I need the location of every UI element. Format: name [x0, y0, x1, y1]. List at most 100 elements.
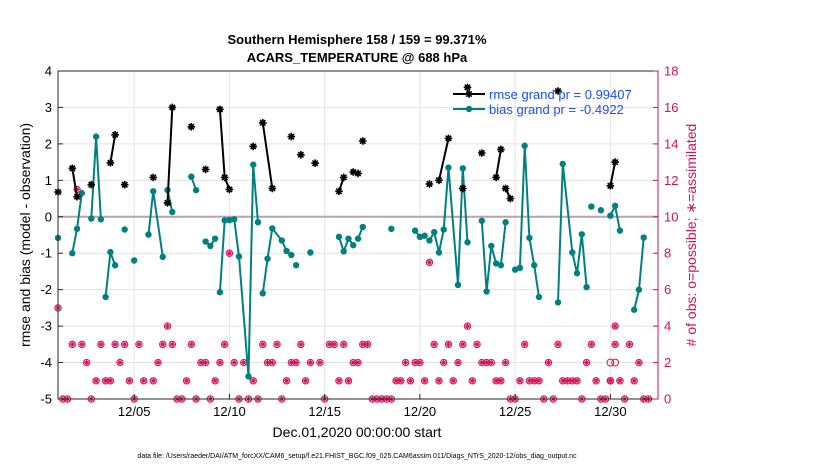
obs-assimilated-star: [593, 378, 599, 384]
bias-line-segment: [557, 163, 588, 303]
obs-assimilated-star: [203, 360, 209, 366]
obs-assimilated-star: [241, 360, 247, 366]
y2-tick-label: 4: [664, 319, 671, 334]
obs-assimilated-star: [126, 378, 132, 384]
bias-point: [78, 189, 86, 197]
rmse-point-star: [497, 145, 505, 154]
obs-assimilated-marker: [225, 249, 234, 257]
obs-assimilated-marker: [459, 340, 467, 349]
bias-point: [440, 226, 447, 233]
rmse-line-segment: [71, 168, 78, 197]
obs-assimilated-star: [303, 378, 309, 384]
obs-assimilated-star: [74, 186, 80, 192]
obs-assimilated-star: [464, 323, 471, 329]
bias-line-segment: [147, 191, 164, 258]
rmse-point-star: [225, 185, 234, 194]
obs-assimilated-star: [274, 341, 280, 347]
bias-point: [578, 231, 586, 238]
obs-assimilated-star: [331, 341, 337, 347]
obs-assimilated-marker: [444, 340, 453, 349]
obs-assimilated-marker: [630, 377, 638, 385]
obs-assimilated-marker: [440, 358, 448, 367]
bias-point: [569, 249, 576, 256]
obs-assimilated-star: [217, 360, 223, 366]
obs-assimilated-star: [84, 360, 90, 366]
obs-assimilated-marker: [497, 377, 505, 385]
obs-assimilated-star: [569, 378, 575, 384]
obs-assimilated-star: [288, 360, 294, 366]
obs-assimilated-marker: [616, 377, 624, 385]
bias-point: [92, 133, 100, 140]
obs-assimilated-star: [141, 378, 147, 384]
axes: [57, 70, 659, 400]
obs-assimilated-marker: [535, 377, 543, 385]
obs-assimilated-marker: [520, 340, 529, 349]
obs-assimilated-star: [250, 378, 256, 384]
bias-point: [288, 251, 295, 259]
obs-assimilated-star: [450, 378, 456, 384]
obs-assimilated-star: [493, 378, 499, 384]
obs-assimilated-star: [431, 341, 437, 347]
obs-assimilated-star: [160, 341, 166, 347]
obs-assimilated-marker: [501, 358, 510, 367]
y-axis-label: rmse and bias (model - observation): [17, 123, 33, 347]
obs-assimilated-star: [455, 360, 461, 366]
bias-point: [588, 203, 595, 210]
chart-title: Southern Hemisphere 158 / 159 = 99.371%: [227, 32, 486, 47]
rmse-point-star: [506, 194, 515, 203]
obs-assimilated-marker: [268, 358, 276, 367]
bias-point: [69, 250, 76, 257]
obs-assimilated-marker: [406, 377, 415, 385]
obs-assimilated-marker: [149, 377, 157, 385]
obs-assimilated-star: [607, 378, 613, 384]
x-tick-label: 12/15: [308, 404, 341, 419]
obs-assimilated-star: [441, 360, 447, 366]
rmse-point-star: [339, 173, 348, 182]
rmse-point-star: [554, 87, 562, 95]
bias-point: [207, 242, 214, 250]
rmse-point-star: [259, 119, 267, 127]
bias-point: [502, 219, 509, 226]
obs-assimilated-marker: [592, 377, 600, 385]
y-tick-label: 1: [45, 173, 52, 188]
obs-assimilated-star: [555, 341, 561, 347]
obs-assimilated-marker: [230, 358, 238, 367]
y2-tick-label: 6: [664, 282, 671, 297]
y2-tick-label: 2: [664, 355, 671, 370]
y2-tick-label: 12: [664, 173, 678, 188]
bias-point: [435, 249, 443, 256]
bias-point: [597, 207, 605, 214]
obs-assimilated-star: [364, 341, 371, 347]
obs-assimilated-marker: [554, 340, 562, 349]
obs-assimilated-marker: [544, 358, 553, 367]
obs-assimilated-star: [407, 378, 413, 384]
obs-assimilated-marker: [473, 340, 481, 349]
bias-point: [192, 186, 200, 194]
obs-assimilated-star: [79, 341, 85, 347]
obs-assimilated-marker: [425, 258, 434, 267]
obs-assimilated-star: [612, 341, 618, 347]
bias-point: [230, 216, 238, 223]
obs-assimilated-star: [164, 323, 171, 329]
bias-point: [102, 293, 109, 301]
obs-assimilated-star: [445, 341, 452, 347]
obs-assimilated-marker: [282, 377, 291, 385]
bias-line-segment: [104, 251, 117, 298]
obs-assimilated-star: [269, 360, 275, 366]
obs-assimilated-marker: [135, 340, 143, 349]
obs-assimilated-star: [526, 378, 532, 384]
bias-point: [454, 281, 462, 289]
bias-point: [221, 217, 228, 224]
bias-point: [278, 237, 286, 244]
bias-point: [388, 225, 395, 233]
obs-assimilated-marker: [273, 340, 281, 349]
obs-assimilated-marker: [430, 340, 438, 349]
obs-assimilated-star: [326, 341, 332, 347]
obs-assimilated-marker: [159, 340, 167, 349]
chart-subtitle: ACARS_TEMPERATURE @ 688 hPa: [247, 50, 468, 65]
bias-point: [459, 165, 466, 172]
bias-point: [250, 161, 257, 168]
obs-assimilated-marker: [97, 340, 105, 349]
obs-assimilated-star: [93, 378, 99, 384]
